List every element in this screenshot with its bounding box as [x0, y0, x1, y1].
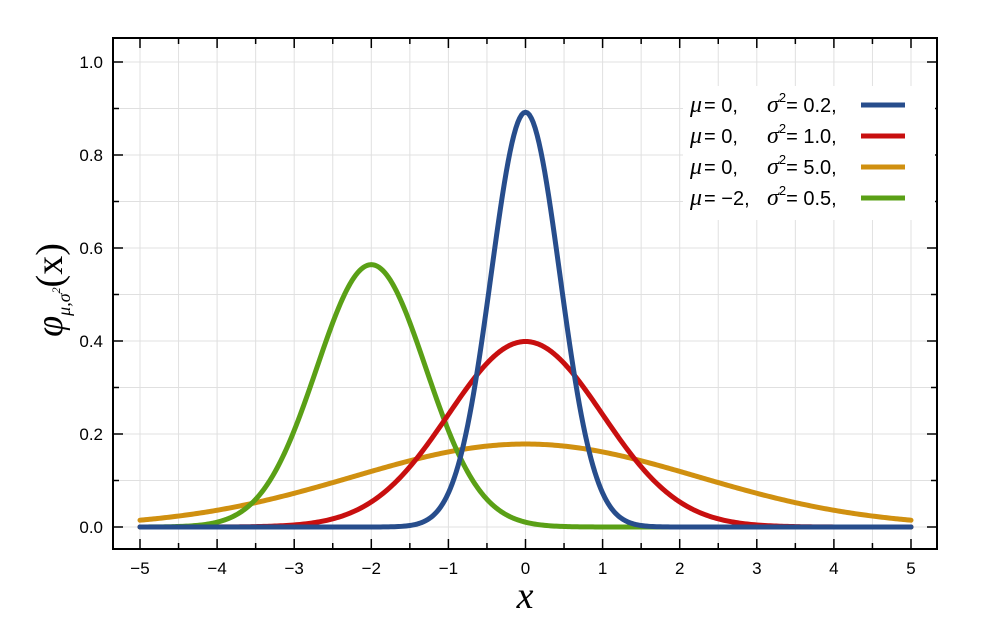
legend-mu-eq: = 0,	[704, 126, 738, 148]
legend-mu-symbol: μ	[689, 185, 702, 211]
legend-mu-symbol: μ	[689, 123, 702, 149]
legend-sigma-sup: 2	[779, 90, 786, 105]
legend-mu-eq: = 0,	[704, 157, 738, 179]
legend-sigma-symbol: σ	[767, 185, 780, 211]
legend-mu-eq: = −2,	[704, 188, 750, 210]
legend-sigma-eq: = 1.0,	[786, 126, 837, 148]
legend-sigma-sup: 2	[779, 152, 786, 167]
legend-sigma-sup: 2	[779, 121, 786, 136]
y-tick-label: 0.8	[79, 146, 103, 165]
y-axis-title-main: φ	[29, 316, 71, 337]
legend-mu-eq: = 0,	[704, 95, 738, 117]
x-tick-label: −4	[207, 559, 226, 578]
y-axis-title-sup: 2	[49, 287, 63, 293]
x-tick-label: 5	[906, 559, 915, 578]
legend-sigma-symbol: σ	[767, 123, 780, 149]
legend-entry-1: μ = 0,	[689, 123, 738, 149]
x-tick-label: −5	[130, 559, 149, 578]
y-tick-label: 1.0	[79, 53, 103, 72]
legend-entry-0: μ = 0,	[689, 92, 738, 118]
legend-sigma-2: σ2= 5.0,	[767, 152, 837, 180]
tick-labels: −5 −4 −3 −2 −1 0 1 2 3 4 5 0.0 0.2 0.4 0.6 0.8 1.0	[79, 53, 915, 578]
y-tick-label: 0.2	[79, 425, 103, 444]
x-axis-title: x	[516, 575, 534, 617]
legend-entry-3: μ = −2,	[689, 185, 750, 211]
legend-entry-2: μ = 0,	[689, 154, 738, 180]
legend-sigma-symbol: σ	[767, 92, 780, 118]
legend-sigma-sup: 2	[779, 183, 786, 198]
y-tick-label: 0.6	[79, 239, 103, 258]
x-tick-label: 1	[598, 559, 607, 578]
curves	[137, 109, 914, 530]
x-tick-label: −3	[285, 559, 304, 578]
legend-mu-symbol: μ	[689, 154, 702, 180]
x-tick-label: 3	[752, 559, 761, 578]
y-tick-label: 0.0	[79, 518, 103, 537]
y-tick-label: 0.4	[79, 332, 103, 351]
legend-sigma-1: σ2= 1.0,	[767, 121, 837, 149]
y-axis-title-arg: (x)	[29, 243, 71, 287]
svg-text:φμ,σ2(x): φμ,σ2(x)	[29, 243, 74, 337]
legend-sigma-eq: = 5.0,	[786, 157, 837, 179]
legend-sigma-3: σ2= 0.5,	[767, 183, 837, 211]
legend-sigma-0: σ2= 0.2,	[767, 90, 837, 118]
series-line-2	[137, 441, 914, 523]
legend-sigma-eq: = 0.2,	[786, 95, 837, 117]
x-tick-label: 4	[829, 559, 838, 578]
x-tick-label: 2	[675, 559, 684, 578]
legend-sigma-symbol: σ	[767, 154, 780, 180]
x-tick-label: −1	[439, 559, 458, 578]
y-axis-title: φμ,σ2(x)	[29, 243, 74, 337]
legend-mu-symbol: μ	[689, 92, 702, 118]
y-axis-title-sub: μ,σ	[54, 292, 74, 317]
legend-sigma-eq: = 0.5,	[786, 188, 837, 210]
series-line-0	[137, 109, 914, 530]
x-tick-label: 0	[521, 559, 530, 578]
x-tick-label: −2	[362, 559, 381, 578]
legend: μ = 0, σ2= 0.2,μ = 0, σ2= 1.0,μ = 0, σ2= 5.0,μ…	[683, 86, 935, 220]
